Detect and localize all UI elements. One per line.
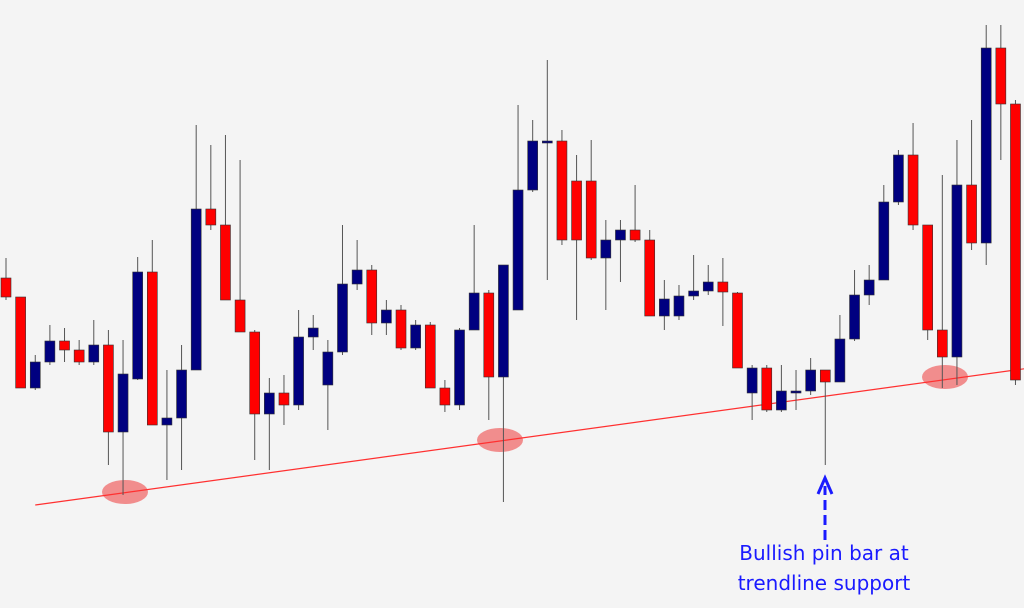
candle-body (147, 271, 158, 426)
candle-body (278, 392, 290, 406)
candle-body (351, 269, 363, 285)
candle-body (805, 369, 816, 392)
candle-body (439, 387, 451, 406)
candle-body (585, 180, 597, 259)
candle-body (527, 140, 538, 191)
trendline (35, 368, 1024, 506)
candle-body (307, 327, 319, 338)
candle-body (424, 324, 436, 389)
candle-body (893, 154, 904, 203)
candle-body (673, 295, 685, 317)
candle-body (819, 369, 831, 383)
candle-body (103, 344, 114, 433)
candle-body (922, 224, 933, 331)
candle-body (761, 367, 773, 411)
candle-body (542, 140, 553, 144)
candle-body (88, 344, 100, 363)
candle-body (717, 281, 729, 293)
candle-body (337, 283, 348, 353)
candle-body (293, 336, 304, 406)
candle-body (132, 271, 143, 380)
candle-body (995, 47, 1007, 105)
candle-body (468, 292, 480, 331)
candle-body (659, 298, 670, 317)
candle-body (746, 367, 758, 394)
candle-body (790, 390, 802, 394)
candle-body (381, 309, 392, 324)
candle-body (556, 140, 568, 241)
candle-body (454, 329, 465, 406)
touch-highlight (102, 480, 148, 504)
candle-body (190, 208, 202, 371)
candle-body (615, 229, 626, 241)
candle-body (776, 390, 787, 411)
candle-body (117, 373, 129, 433)
candle-body (600, 239, 612, 259)
highlights (102, 365, 968, 504)
candle-body (395, 309, 407, 349)
candle-body (483, 292, 495, 378)
candle-body (629, 229, 641, 241)
candle-body (205, 208, 217, 226)
candle-body (834, 338, 846, 383)
arrow (816, 474, 834, 540)
arrow-head (816, 474, 834, 495)
candle-body (59, 340, 70, 351)
candle-body (264, 392, 275, 415)
candle-body (980, 47, 992, 244)
candle-body (688, 290, 699, 297)
candle-body (937, 329, 948, 358)
candle-body (644, 239, 656, 317)
candle-body (44, 340, 56, 363)
candle-body (702, 281, 714, 292)
candle-body (498, 264, 509, 378)
candle-body (966, 184, 977, 244)
candle-body (863, 279, 875, 296)
candle-body (410, 324, 421, 349)
candle-body (73, 349, 85, 363)
candle-body (571, 180, 582, 241)
candle-body (0, 277, 12, 298)
candle-body (512, 189, 524, 311)
candles (0, 25, 1021, 502)
candle-body (220, 224, 231, 301)
candle-body (951, 184, 963, 358)
candle-body (849, 294, 860, 340)
candle-body (907, 154, 919, 226)
candle-body (29, 361, 41, 389)
annotation: Bullish pin bar at trendline support (737, 541, 911, 595)
trendline-layer (35, 368, 1024, 506)
candle-body (1010, 103, 1021, 381)
touch-highlight (477, 428, 523, 452)
candle-body (732, 292, 743, 369)
candle-body (161, 417, 173, 426)
candle-body (878, 201, 890, 281)
candle-body (249, 331, 261, 415)
candle-body (322, 351, 334, 386)
candle-body (366, 269, 378, 324)
candle-body (15, 296, 26, 389)
candle-body (234, 299, 246, 333)
candle-body (176, 369, 187, 419)
